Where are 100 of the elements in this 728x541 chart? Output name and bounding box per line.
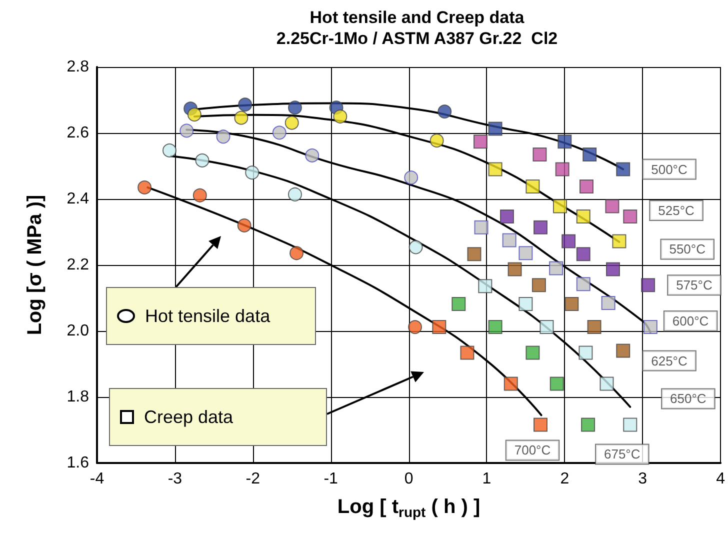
point [555,162,570,176]
point [245,166,260,180]
point [601,296,616,310]
point [582,147,597,162]
series-label: 625°C [651,353,688,368]
point [518,246,533,260]
x-tick-label: 3 [638,470,648,488]
point [606,262,620,276]
point [460,346,474,360]
point [438,104,452,119]
point [502,233,516,248]
annotation: Creep data [144,406,234,428]
point [452,296,466,311]
point [474,220,488,234]
y-tick-label: 2.4 [66,190,90,208]
point [333,110,348,124]
point [500,209,514,224]
point [187,108,202,122]
x-tick-label: 1 [482,470,492,488]
point [576,209,590,224]
point [534,220,548,234]
point [432,320,446,334]
series-label: 575°C [676,278,712,293]
point [408,320,422,334]
point [238,98,252,112]
point [488,122,502,136]
point [587,320,602,334]
point [180,124,194,138]
point [234,110,248,125]
series-label: 525°C [658,202,694,218]
point [616,344,630,358]
point [526,346,540,360]
point [404,170,418,185]
point [549,261,564,276]
series-label: 675°C [604,446,640,462]
point [612,234,626,248]
point [540,320,554,334]
point [532,278,546,292]
point [284,116,299,130]
x-tick-label: -3 [168,470,182,488]
x-tick-label: -1 [324,470,338,488]
point [579,179,594,194]
point [288,100,302,115]
point [237,218,252,232]
point [562,234,576,248]
point [488,162,502,176]
point [534,418,548,432]
x-tick-label: -2 [246,470,260,488]
text: 550°C [669,242,706,257]
point [272,126,286,140]
point [616,162,630,176]
point [162,143,176,158]
x-tick-label: 2 [560,470,570,488]
point [473,134,488,149]
point [623,418,638,432]
callout-box: Creep data [109,388,327,446]
series-label: 600°C [672,314,709,329]
point [578,346,593,360]
point [643,320,658,334]
point [581,418,596,432]
point [138,180,152,194]
point [467,247,482,262]
point [641,278,656,292]
point [576,277,590,292]
chart-subtitle: 2.25Cr-1Mo / ASTM A387 Gr.22 Cl2 [276,29,558,48]
point [192,188,207,202]
y-tick-label: 2.0 [66,322,90,340]
point [623,209,638,224]
point [195,153,210,168]
point [558,134,572,149]
point [478,279,492,294]
point [600,376,614,391]
y-axis-title: Log [σ ( MPa )] [24,194,46,336]
x-tick-label: -4 [90,470,104,488]
point [430,134,444,148]
point [288,187,302,202]
x-tick-label: 0 [404,470,414,488]
callout-box: Hot tensile data [106,287,316,345]
point [305,148,320,162]
point [550,376,564,391]
y-tick-label: 1.8 [66,388,90,406]
point [488,320,502,334]
y-tick-label: 2.2 [66,256,90,274]
text: 650°C [670,391,706,406]
point [564,296,579,311]
point [290,246,304,260]
point [508,262,522,276]
annotation: Hot tensile data [145,306,270,326]
point [518,296,533,311]
series-label: 700°C [514,442,551,458]
point [408,240,423,254]
point [605,199,620,214]
point [552,199,567,214]
point [504,376,518,391]
point [532,147,547,162]
y-tick-label: 1.6 [66,454,90,472]
series-label: 500°C [651,162,688,177]
point [526,179,540,194]
point [576,247,590,262]
y-tick-label: 2.8 [66,58,90,76]
